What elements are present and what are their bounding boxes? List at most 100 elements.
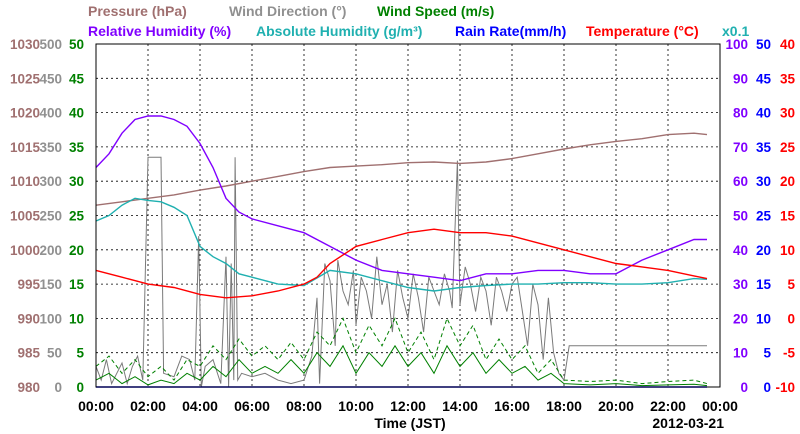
- tick-label-pressure: 1020: [10, 106, 40, 121]
- tick-label-wind_direction: 450: [39, 71, 62, 86]
- tick-label-temperature: -5: [783, 346, 795, 361]
- tick-label-wind_direction: 150: [39, 277, 62, 292]
- tick-label-pressure: 985: [17, 346, 40, 361]
- tick-label-temperature: 40: [780, 37, 795, 52]
- tick-label-rain_rate: 0: [763, 380, 771, 395]
- x-axis-label: Time (JST): [374, 415, 445, 431]
- tick-label-wind_speed: 50: [69, 37, 84, 52]
- tick-label-relative_humidity: 30: [733, 277, 748, 292]
- tick-label-rain_rate: 20: [756, 243, 771, 258]
- x-tick-label: 12:00: [390, 398, 426, 414]
- series-pressure-hpa: [95, 132, 708, 206]
- tick-label-relative_humidity: 50: [733, 209, 748, 224]
- legend-item: x0.1: [722, 23, 749, 39]
- x-tick-label: 10:00: [338, 398, 374, 414]
- tick-label-temperature: 15: [780, 209, 796, 224]
- tick-label-wind_direction: 200: [39, 243, 62, 258]
- tick-label-rain_rate: 40: [756, 106, 771, 121]
- x-tick-label: 14:00: [442, 398, 478, 414]
- tick-label-temperature: 25: [780, 140, 796, 155]
- tick-label-relative_humidity: 60: [733, 174, 748, 189]
- tick-label-wind_speed: 45: [69, 71, 85, 86]
- tick-label-wind_speed: 5: [76, 346, 84, 361]
- legend-item: Pressure (hPa): [88, 3, 187, 19]
- tick-label-relative_humidity: 0: [740, 380, 748, 395]
- tick-label-pressure: 995: [17, 277, 40, 292]
- tick-label-wind_direction: 400: [39, 106, 62, 121]
- tick-label-rain_rate: 15: [756, 277, 772, 292]
- tick-label-temperature: -10: [775, 380, 795, 395]
- tick-label-relative_humidity: 20: [733, 311, 748, 326]
- series-absolute-humidity-g-m: [95, 197, 708, 292]
- series-layer: [95, 115, 708, 388]
- tick-label-wind_speed: 15: [69, 277, 85, 292]
- x-tick-label: 06:00: [234, 398, 270, 414]
- tick-label-wind_speed: 25: [69, 209, 85, 224]
- tick-label-pressure: 1015: [10, 140, 41, 155]
- x-tick-label: 16:00: [494, 398, 530, 414]
- series-wind-speed-m-s: [95, 344, 708, 387]
- tick-label-relative_humidity: 90: [733, 71, 748, 86]
- x-tick-label: 20:00: [598, 398, 634, 414]
- series-temperature-c: [95, 228, 708, 299]
- x-tick-label: 08:00: [286, 398, 322, 414]
- tick-label-pressure: 1025: [10, 71, 41, 86]
- tick-label-relative_humidity: 10: [733, 346, 748, 361]
- x-tick-label: 04:00: [182, 398, 218, 414]
- tick-label-relative_humidity: 40: [733, 243, 748, 258]
- tick-label-temperature: 0: [787, 311, 795, 326]
- tick-label-rain_rate: 45: [756, 71, 772, 86]
- tick-label-wind_direction: 0: [54, 380, 62, 395]
- tick-label-pressure: 1010: [10, 174, 40, 189]
- tick-label-temperature: 5: [787, 277, 795, 292]
- tick-label-pressure: 980: [17, 380, 40, 395]
- tick-label-wind_speed: 20: [69, 243, 84, 258]
- x-tick-label: 18:00: [546, 398, 582, 414]
- tick-label-wind_direction: 50: [47, 346, 62, 361]
- tick-label-temperature: 20: [780, 174, 795, 189]
- tick-label-pressure: 1030: [10, 37, 40, 52]
- legend-item: Wind Speed (m/s): [377, 3, 494, 19]
- x-tick-label: 22:00: [650, 398, 686, 414]
- plot-frame: [95, 43, 721, 388]
- legend-item: Rain Rate(mm/h): [455, 23, 566, 39]
- tick-label-rain_rate: 50: [756, 37, 771, 52]
- tick-label-rain_rate: 30: [756, 174, 771, 189]
- x-tick-label: 00:00: [78, 398, 114, 414]
- tick-label-wind_direction: 500: [39, 37, 62, 52]
- legend-item: Relative Humidity (%): [88, 23, 231, 39]
- x-axis: 00:00 02:00 04:00 06:00 08:00 10:00 12:00 14:00…: [78, 398, 738, 431]
- tick-label-wind_direction: 350: [39, 140, 62, 155]
- tick-label-rain_rate: 5: [763, 346, 771, 361]
- legend-item: Wind Direction (°): [229, 3, 346, 19]
- grid: [96, 44, 720, 387]
- right-axes: 1009080706050403020100504540353025201510…: [725, 37, 795, 395]
- tick-label-rain_rate: 10: [756, 311, 771, 326]
- tick-label-pressure: 990: [17, 311, 40, 326]
- date-label: 2012-03-21: [652, 415, 724, 431]
- tick-label-relative_humidity: 100: [725, 37, 748, 52]
- tick-label-rain_rate: 25: [756, 209, 772, 224]
- legend-item: Absolute Humidity (g/m³): [256, 23, 422, 39]
- series-relative-humidity: [95, 115, 707, 282]
- tick-label-wind_speed: 30: [69, 174, 84, 189]
- tick-label-wind_speed: 10: [69, 311, 84, 326]
- tick-label-wind_direction: 250: [39, 209, 62, 224]
- tick-label-wind_direction: 300: [39, 174, 62, 189]
- tick-label-temperature: 30: [780, 106, 795, 121]
- tick-label-temperature: 35: [780, 71, 796, 86]
- series-wind-direction: [95, 156, 707, 388]
- tick-label-rain_rate: 35: [756, 140, 772, 155]
- legend-item: Temperature (°C): [586, 23, 699, 39]
- legend: Pressure (hPa) Wind Direction (°) Wind Spe…: [88, 3, 749, 39]
- tick-label-wind_direction: 100: [39, 311, 62, 326]
- tick-label-pressure: 1000: [10, 243, 40, 258]
- tick-label-temperature: 10: [780, 243, 795, 258]
- tick-label-wind_speed: 40: [69, 106, 84, 121]
- tick-label-relative_humidity: 80: [733, 106, 748, 121]
- tick-label-relative_humidity: 70: [733, 140, 748, 155]
- tick-label-wind_speed: 35: [69, 140, 85, 155]
- x-tick-label: 02:00: [130, 398, 166, 414]
- left-axes: 1030102510201015101010051000995990985980…: [10, 37, 85, 395]
